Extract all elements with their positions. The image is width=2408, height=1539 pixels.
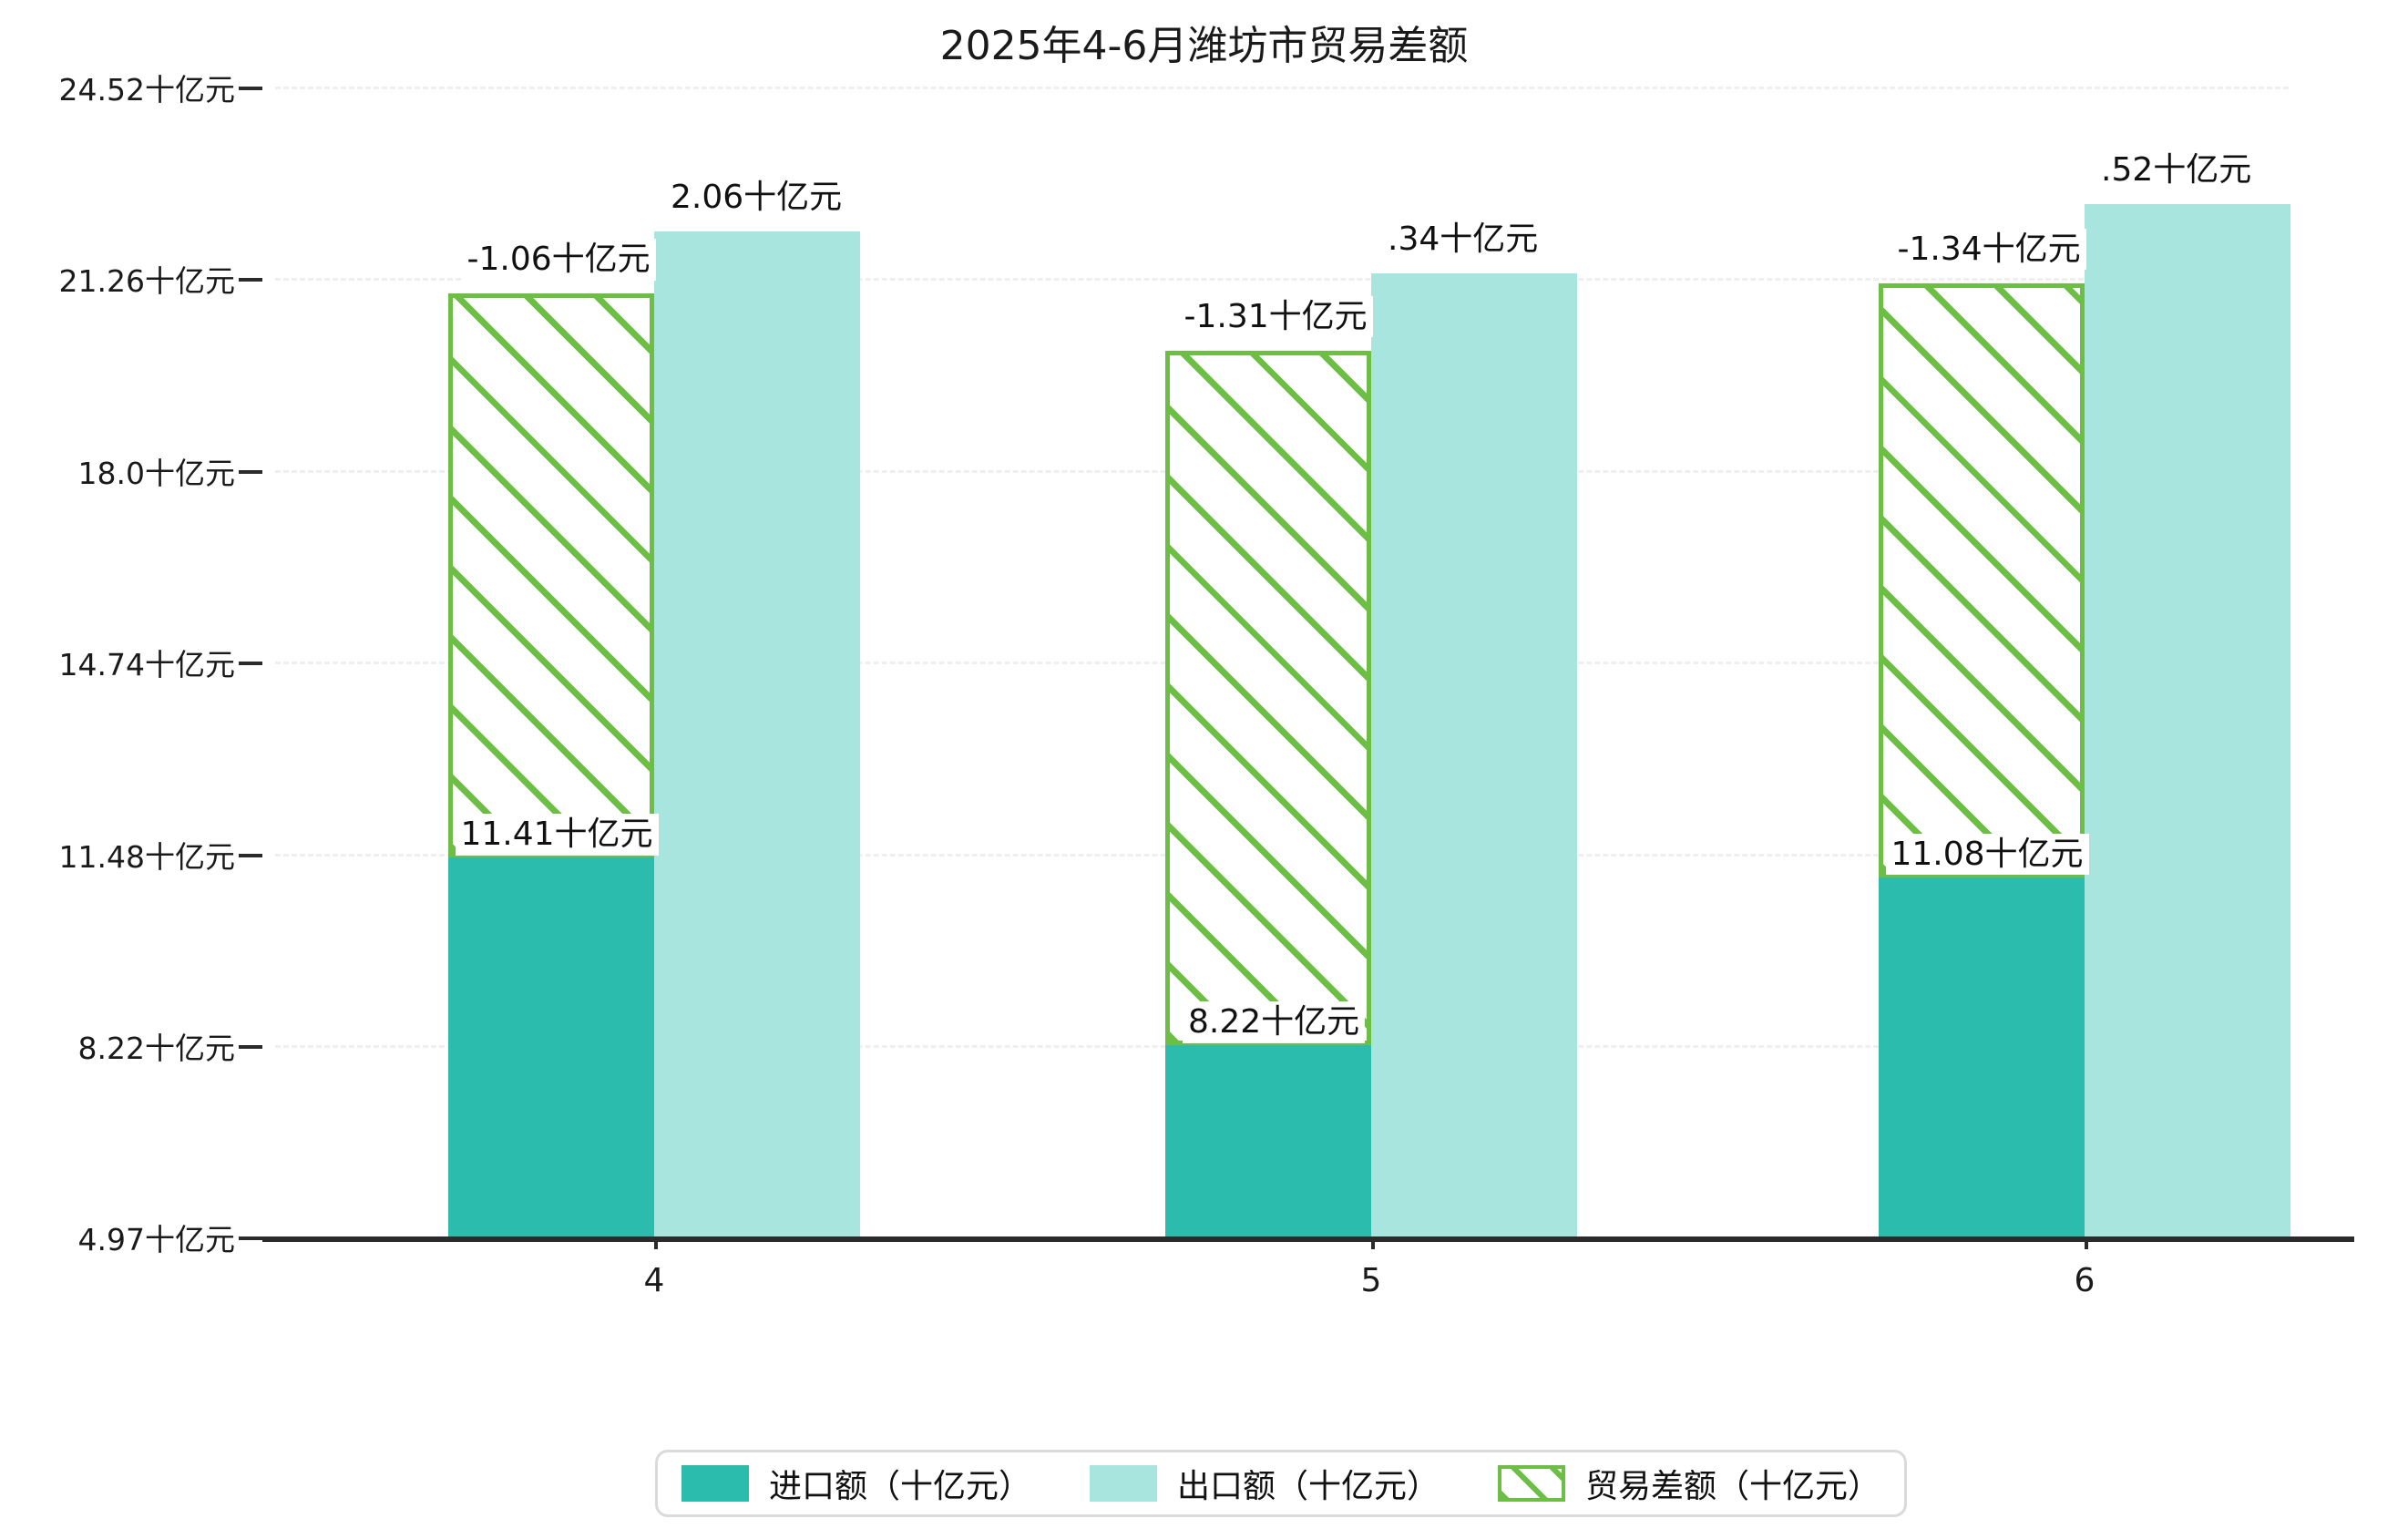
y-axis-tick-label: 21.26十亿元 bbox=[58, 263, 235, 300]
diff-swatch-icon bbox=[1498, 1465, 1566, 1502]
data-label-trade-diff: -1.34十亿元 bbox=[1891, 228, 2086, 270]
legend-item-diff[interactable]: 贸易差额（十亿元） bbox=[1498, 1460, 1880, 1507]
y-axis-tick-label: 11.48十亿元 bbox=[58, 838, 235, 875]
y-axis-tick-label: 14.74十亿元 bbox=[58, 647, 235, 683]
data-label-trade-diff: -1.31十亿元 bbox=[1178, 295, 1373, 338]
data-label-import: 8.22十亿元 bbox=[1183, 1001, 1366, 1043]
y-axis-tick-mark bbox=[239, 469, 262, 474]
x-axis-tick-label: 6 bbox=[2074, 1262, 2095, 1299]
y-axis-tick-label: 4.97十亿元 bbox=[77, 1222, 235, 1257]
export-swatch-icon bbox=[1090, 1465, 1158, 1502]
y-axis-tick-mark bbox=[239, 1045, 262, 1050]
y-axis-tick-mark bbox=[239, 278, 262, 282]
y-axis-tick-mark bbox=[239, 662, 262, 666]
x-axis-tick-mark bbox=[654, 1236, 658, 1249]
bar-import[interactable] bbox=[448, 857, 654, 1236]
data-label-import: 11.08十亿元 bbox=[1885, 833, 2089, 875]
data-label-trade-diff: -1.06十亿元 bbox=[461, 239, 656, 281]
y-axis-tick-label: 18.0十亿元 bbox=[77, 455, 235, 491]
legend-label-export: 出口额（十亿元） bbox=[1177, 1468, 1440, 1505]
legend-label-import: 进口额（十亿元） bbox=[769, 1468, 1032, 1505]
legend-label-diff: 贸易差额（十亿元） bbox=[1585, 1468, 1881, 1505]
legend-item-import[interactable]: 进口额（十亿元） bbox=[681, 1460, 1031, 1507]
data-label-export: .34十亿元 bbox=[1382, 219, 1544, 261]
bar-import[interactable] bbox=[1879, 877, 2085, 1236]
y-axis-tick-mark bbox=[239, 1236, 262, 1240]
x-axis-tick-mark bbox=[2085, 1236, 2088, 1249]
bar-export[interactable] bbox=[2085, 204, 2290, 1236]
bar-import[interactable] bbox=[1165, 1045, 1371, 1236]
y-axis-tick-label: 24.52十亿元 bbox=[58, 72, 235, 108]
bar-trade-diff[interactable] bbox=[448, 293, 654, 858]
bar-trade-diff[interactable] bbox=[1879, 282, 2085, 877]
x-axis-tick-mark bbox=[1371, 1236, 1375, 1249]
y-axis-tick-label: 8.22十亿元 bbox=[77, 1031, 235, 1067]
x-axis-tick-label: 4 bbox=[643, 1262, 665, 1299]
bar-export[interactable] bbox=[654, 231, 860, 1236]
gridline bbox=[275, 87, 2289, 89]
y-axis-tick-mark bbox=[239, 853, 262, 857]
bar-export[interactable] bbox=[1371, 273, 1577, 1236]
bar-trade-diff[interactable] bbox=[1165, 350, 1371, 1046]
data-label-export: .52十亿元 bbox=[2095, 149, 2258, 191]
data-label-import: 11.41十亿元 bbox=[455, 814, 659, 856]
y-axis-tick-mark bbox=[239, 87, 262, 90]
data-label-export: 2.06十亿元 bbox=[665, 176, 848, 219]
x-axis-tick-label: 5 bbox=[1360, 1262, 1382, 1299]
x-axis-line bbox=[262, 1236, 2354, 1242]
gridline bbox=[275, 278, 2289, 282]
chart-title: 2025年4-6月潍坊市贸易差额 bbox=[939, 23, 1469, 69]
chart-legend[interactable]: 进口额（十亿元） 出口额（十亿元） 贸易差额（十亿元） bbox=[655, 1450, 1908, 1517]
legend-item-export[interactable]: 出口额（十亿元） bbox=[1090, 1460, 1440, 1507]
import-swatch-icon bbox=[681, 1465, 749, 1502]
